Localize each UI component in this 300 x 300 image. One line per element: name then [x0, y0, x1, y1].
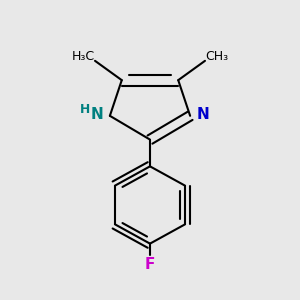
Text: F: F	[145, 257, 155, 272]
Text: H₃C: H₃C	[72, 50, 95, 63]
Text: N: N	[91, 107, 104, 122]
Text: N: N	[196, 107, 209, 122]
Text: CH₃: CH₃	[205, 50, 228, 63]
Text: H: H	[80, 103, 90, 116]
